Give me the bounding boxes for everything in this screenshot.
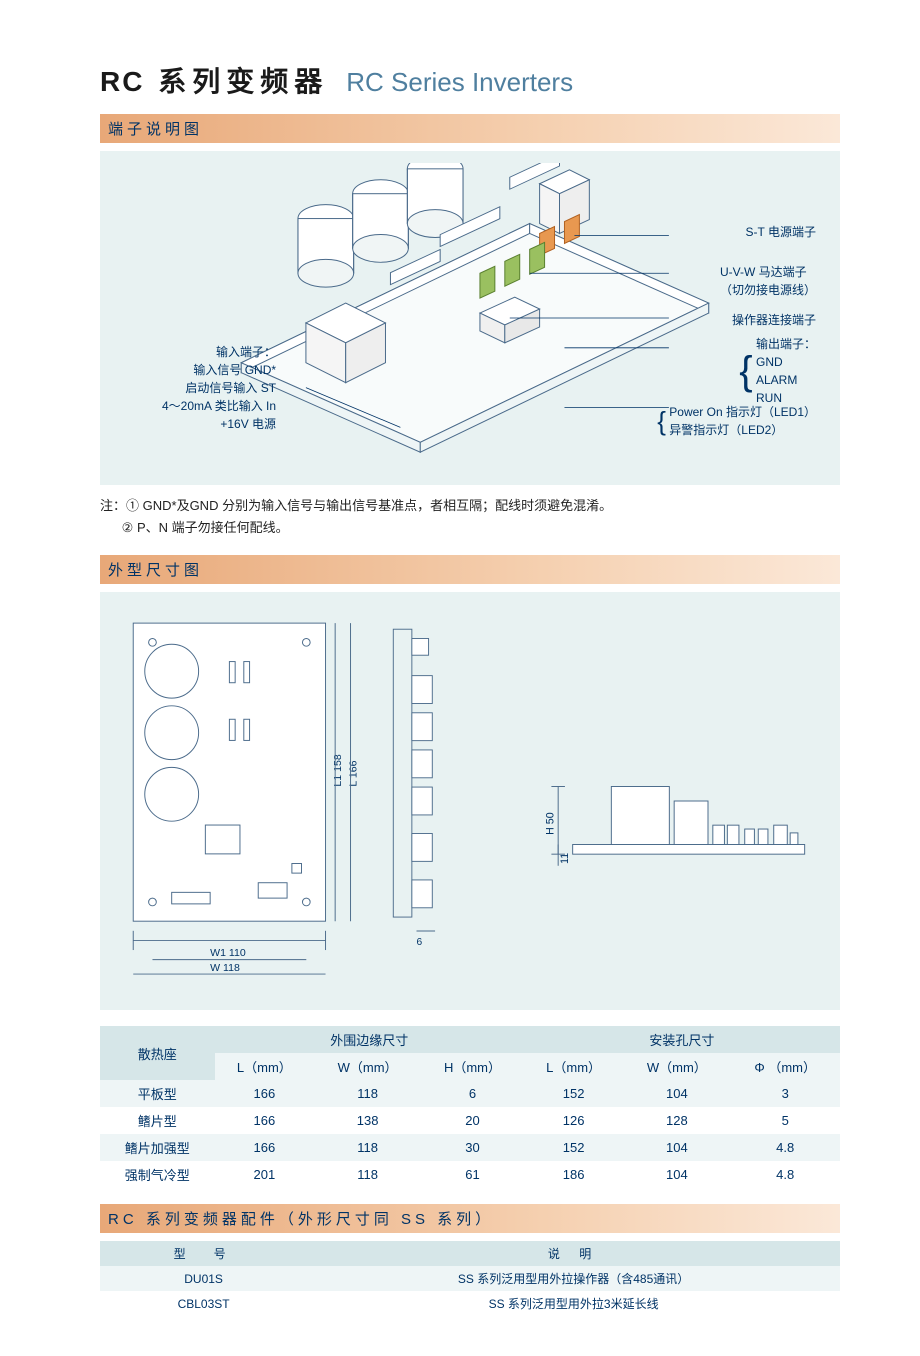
callout-input-terminals: 输入端子： 输入信号 GND* 启动信号输入 ST 4～20mA 类比输入 In… — [162, 343, 276, 433]
callout-output-terminals: { 输出端子： GND ALARM RUN — [739, 335, 816, 407]
table-row: 强制气冷型201118611861044.8 — [100, 1161, 840, 1188]
terminal-diagram-panel: S-T 电源端子 U-V-W 马达端子 （切勿接电源线） 操作器连接端子 { 输… — [100, 151, 840, 485]
table-row: CBL03STSS 系列泛用型用外拉3米延长线 — [100, 1291, 840, 1316]
svg-text:W 118: W 118 — [210, 962, 240, 974]
callout-operator-connector: 操作器连接端子 — [732, 311, 816, 328]
callout-uvw: U-V-W 马达端子 （切勿接电源线） — [720, 263, 816, 299]
pcb-front-elevation: H 50 11 — [534, 606, 824, 996]
svg-text:11: 11 — [559, 853, 571, 864]
table-row: 平板型16611861521043 — [100, 1080, 840, 1107]
table-row: 鳍片加强型166118301521044.8 — [100, 1134, 840, 1161]
callout-st-power: S-T 电源端子 — [746, 223, 816, 240]
table-row: 鳍片型166138201261285 — [100, 1107, 840, 1134]
svg-text:W1 110: W1 110 — [210, 947, 246, 959]
dimensions-panel: W1 110 W 118 L1 158 L 166 — [100, 592, 840, 1010]
accessories-table: 型 号说 明 DU01SSS 系列泛用型用外拉操作器（含485通讯）CBL03S… — [100, 1241, 840, 1316]
callout-leds: { Power On 指示灯（LED1） 异警指示灯（LED2） — [657, 403, 816, 439]
svg-text:L 166: L 166 — [347, 761, 359, 787]
section-dimensions-header: 外型尺寸图 — [100, 555, 840, 584]
page-title: RC 系列变频器 RC Series Inverters — [100, 60, 840, 100]
table-row: DU01SSS 系列泛用型用外拉操作器（含485通讯） — [100, 1266, 840, 1291]
pcb-top-view: W1 110 W 118 L1 158 L 166 — [114, 606, 364, 996]
pcb-side-connector-view: 6 — [384, 606, 514, 996]
svg-text:L1 158: L1 158 — [332, 754, 344, 786]
svg-text:H 50: H 50 — [544, 812, 556, 835]
svg-text:6: 6 — [417, 937, 423, 948]
dimensions-table: 散热座 外围边缘尺寸 安装孔尺寸 L（mm） W（mm） H（mm） L（mm）… — [100, 1026, 840, 1188]
notes-block: 注：① GND*及GND 分别为输入信号与输出信号基准点，者相互隔；配线时须避免… — [100, 495, 840, 539]
section-accessories-header: RC 系列变频器配件（外形尺寸同 SS 系列） — [100, 1204, 840, 1233]
section-terminal-header: 端子说明图 — [100, 114, 840, 143]
